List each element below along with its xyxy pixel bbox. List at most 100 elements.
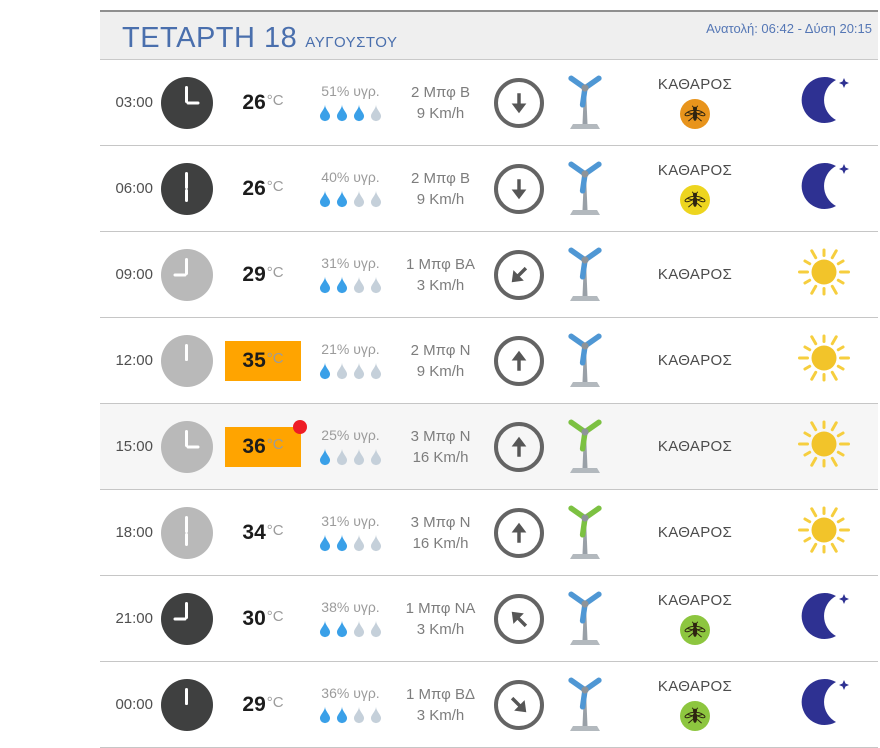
- clock-hour-hand: [185, 347, 188, 361]
- time-label: 06:00: [115, 180, 153, 197]
- wind-speed-label: 16 Km/h: [412, 448, 469, 466]
- wind-speed-label: 16 Km/h: [412, 534, 469, 552]
- wind-speed-label: 3 Km/h: [416, 620, 465, 638]
- temperature-number: 35: [242, 348, 266, 372]
- forecast-row: 03:00 26 °C 51% υγρ. 2 Μπφ Β 9 Km/h: [100, 60, 878, 146]
- wind-label: 3 Μπφ Ν 16 Km/h: [411, 512, 471, 554]
- clock-minute-hand: [185, 429, 188, 447]
- moon-icon: [796, 72, 852, 133]
- humidity-label: 21% υγρ.: [321, 341, 380, 357]
- clock-icon: [160, 334, 213, 387]
- sunrise-sunset-label: Ανατολή: 06:42 - Δύση 20:15: [706, 21, 872, 36]
- wind-beaufort-label: 1 Μπφ ΝΑ: [405, 599, 476, 617]
- humidity-drops-icon: [318, 104, 383, 122]
- clock-hour-hand: [186, 445, 200, 448]
- temperature-number: 29: [242, 692, 266, 716]
- mosquito-icon: [680, 185, 710, 215]
- wind-beaufort-label: 1 Μπφ ΒΔ: [405, 685, 476, 703]
- humidity-drops-icon: [318, 190, 383, 208]
- time-label: 15:00: [115, 438, 153, 455]
- temperature-value: 29 °C: [236, 685, 289, 725]
- temperature-unit: °C: [266, 608, 284, 625]
- condition-label: ΚΑΘΑΡΟΣ: [657, 678, 733, 695]
- temperature-unit: °C: [266, 92, 284, 109]
- wind-speed-label: 9 Km/h: [416, 190, 465, 208]
- clock-hour-hand: [173, 273, 187, 276]
- clock-hour-hand: [185, 691, 188, 705]
- temperature-value: 26 °C: [236, 169, 289, 209]
- temperature-number: 26: [242, 176, 266, 200]
- wind-direction-arrow-icon: [494, 335, 544, 386]
- wind-speed-label: 3 Km/h: [416, 706, 465, 724]
- humidity-drops-icon: [318, 706, 383, 724]
- clock-hour-hand: [173, 617, 187, 620]
- clock-minute-hand: [185, 257, 188, 275]
- clock-icon: [160, 420, 213, 473]
- temperature-unit: °C: [266, 264, 284, 281]
- moon-icon: [796, 674, 852, 735]
- temperature-value: 26 °C: [236, 83, 289, 123]
- forecast-header: ΤΕΤΑΡΤΗ 18 ΑΥΓΟΥΣΤΟΥ Ανατολή: 06:42 - Δύ…: [100, 10, 878, 60]
- temperature-unit: °C: [266, 350, 284, 367]
- wind-label: 3 Μπφ Ν 16 Km/h: [411, 426, 471, 468]
- wind-direction-arrow-icon: [494, 163, 544, 214]
- clock-icon: [160, 678, 213, 731]
- condition-label: ΚΑΘΑΡΟΣ: [657, 524, 733, 541]
- forecast-rows: 03:00 26 °C 51% υγρ. 2 Μπφ Β 9 Km/h: [100, 60, 878, 748]
- temperature-number: 30: [242, 606, 266, 630]
- temperature-number: 36: [242, 434, 266, 458]
- time-label: 18:00: [115, 524, 153, 541]
- temperature-value: 35 °C: [225, 340, 301, 381]
- wind-turbine-icon: [556, 499, 614, 566]
- temperature-value: 29 °C: [236, 255, 289, 295]
- condition-label: ΚΑΘΑΡΟΣ: [657, 162, 733, 179]
- condition-label: ΚΑΘΑΡΟΣ: [657, 266, 733, 283]
- temperature-unit: °C: [266, 178, 284, 195]
- forecast-row: 00:00 29 °C 36% υγρ. 1 Μπφ ΒΔ 3 Km/h: [100, 662, 878, 748]
- max-temp-dot: [293, 419, 307, 434]
- wind-turbine-icon: [556, 327, 614, 394]
- clock-minute-hand: [185, 601, 188, 619]
- wind-label: 1 Μπφ ΒΔ 3 Km/h: [406, 684, 475, 726]
- condition-label: ΚΑΘΑΡΟΣ: [657, 76, 733, 93]
- wind-beaufort-label: 2 Μπφ Ν: [410, 341, 471, 359]
- sun-icon: [797, 245, 851, 304]
- clock-minute-hand: [185, 85, 188, 103]
- humidity-drops-icon: [318, 534, 383, 552]
- time-label: 03:00: [115, 94, 153, 111]
- condition-label: ΚΑΘΑΡΟΣ: [657, 438, 733, 455]
- wind-turbine-icon: [556, 69, 614, 136]
- daily-forecast-widget: ΤΕΤΑΡΤΗ 18 ΑΥΓΟΥΣΤΟΥ Ανατολή: 06:42 - Δύ…: [100, 10, 878, 748]
- clock-icon: [160, 506, 213, 559]
- wind-speed-label: 9 Km/h: [416, 104, 465, 122]
- wind-direction-arrow-icon: [494, 593, 544, 644]
- wind-direction-arrow-icon: [494, 249, 544, 300]
- forecast-row: 12:00 35 °C 21% υγρ. 2 Μπφ Ν 9 Km/h: [100, 318, 878, 404]
- humidity-label: 36% υγρ.: [321, 685, 380, 701]
- temperature-number: 34: [242, 520, 266, 544]
- clock-icon: [160, 248, 213, 301]
- clock-hour-hand: [185, 532, 188, 546]
- wind-speed-label: 3 Km/h: [416, 276, 465, 294]
- humidity-label: 25% υγρ.: [321, 427, 380, 443]
- mosquito-icon: [680, 615, 710, 645]
- wind-beaufort-label: 3 Μπφ Ν: [410, 427, 471, 445]
- wind-direction-arrow-icon: [494, 679, 544, 730]
- humidity-drops-icon: [318, 620, 383, 638]
- date-title: ΤΕΤΑΡΤΗ 18 ΑΥΓΟΥΣΤΟΥ: [122, 22, 398, 59]
- wind-turbine-icon: [556, 155, 614, 222]
- time-label: 21:00: [115, 610, 153, 627]
- time-label: 00:00: [115, 696, 153, 713]
- humidity-label: 31% υγρ.: [321, 255, 380, 271]
- wind-label: 2 Μπφ Β 9 Km/h: [411, 168, 470, 210]
- condition-label: ΚΑΘΑΡΟΣ: [657, 592, 733, 609]
- temperature-value: 30 °C: [236, 599, 289, 639]
- temperature-value: 34 °C: [236, 513, 289, 553]
- humidity-drops-icon: [318, 276, 383, 294]
- humidity-drops-icon: [318, 362, 383, 380]
- wind-beaufort-label: 2 Μπφ Β: [410, 83, 471, 101]
- forecast-row: 09:00 29 °C 31% υγρ. 1 Μπφ ΒΑ 3 Km/h: [100, 232, 878, 318]
- moon-icon: [796, 158, 852, 219]
- clock-icon: [160, 76, 213, 129]
- wind-beaufort-label: 2 Μπφ Β: [410, 169, 471, 187]
